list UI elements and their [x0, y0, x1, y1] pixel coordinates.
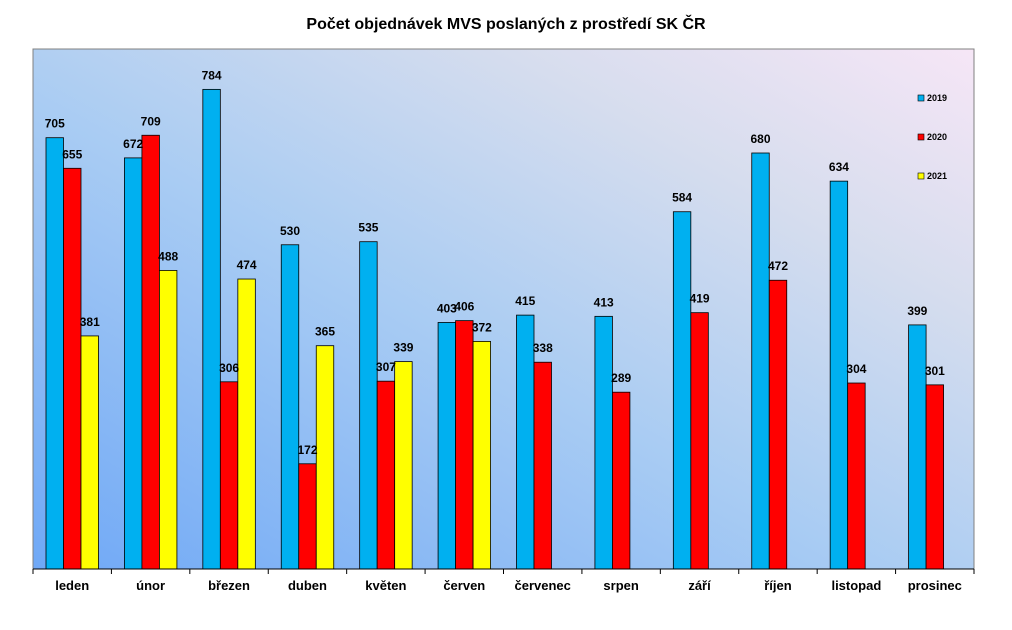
- data-label-2020-duben: 172: [297, 443, 317, 457]
- x-tick-label-září: září: [688, 578, 711, 593]
- plot-area: [32, 48, 975, 570]
- bar-2019-leden: [45, 137, 64, 570]
- data-label-2020-květen: 307: [376, 360, 396, 374]
- bar-2020-březen: [219, 381, 239, 570]
- x-tick-label-říjen: říjen: [764, 578, 792, 593]
- bar-2019-srpen: [594, 315, 613, 570]
- data-label-2021-červen: 372: [472, 320, 492, 334]
- data-label-2019-červen: 403: [437, 301, 457, 315]
- bar-2020-prosinec: [925, 384, 944, 570]
- legend-swatch-2019: [917, 94, 925, 102]
- data-label-2020-září: 419: [690, 292, 710, 306]
- legend-label-2020: 2020: [927, 132, 947, 142]
- bar-2019-květen: [359, 241, 378, 570]
- bar-2021-březen: [237, 278, 256, 570]
- legend-swatch-2021: [917, 172, 925, 180]
- bar-2020-listopad: [847, 382, 866, 570]
- bar-2020-duben: [298, 463, 317, 570]
- data-label-2019-září: 584: [672, 191, 692, 205]
- data-label-2020-březen: 306: [219, 361, 239, 375]
- chart-title: Počet objednávek MVS poslaných z prostře…: [306, 16, 706, 33]
- bar-2019-září: [672, 211, 692, 570]
- bar-2020-únor: [141, 134, 160, 570]
- bar-2019-červenec: [516, 314, 535, 570]
- data-label-2020-červen: 406: [454, 300, 474, 314]
- data-label-2021-březen: 474: [237, 258, 257, 272]
- data-label-2020-srpen: 289: [611, 371, 631, 385]
- bar-2020-květen: [376, 380, 396, 570]
- data-label-2020-prosinec: 301: [925, 364, 945, 378]
- legend-swatch-2020: [917, 133, 925, 141]
- x-tick-label-srpen: srpen: [603, 578, 638, 593]
- bar-2021-duben: [315, 345, 335, 570]
- bar-2019-listopad: [829, 180, 849, 570]
- data-label-2021-květen: 339: [393, 341, 413, 355]
- bar-2021-únor: [159, 270, 178, 570]
- data-label-2021-duben: 365: [315, 325, 335, 339]
- bar-2020-leden: [63, 167, 82, 570]
- x-tick-label-červen: červen: [443, 578, 485, 593]
- data-label-2021-únor: 488: [158, 249, 178, 263]
- x-tick-label-listopad: listopad: [831, 578, 881, 593]
- bar-2019-říjen: [751, 152, 770, 570]
- bar-2021-leden: [80, 335, 99, 570]
- data-label-2019-listopad: 634: [829, 160, 849, 174]
- bar-2020-srpen: [612, 391, 631, 570]
- x-tick-label-duben: duben: [288, 578, 327, 593]
- data-label-2019-duben: 530: [280, 224, 300, 238]
- x-tick-label-únor: únor: [136, 578, 165, 593]
- data-label-2020-únor: 709: [141, 114, 161, 128]
- legend-label-2021: 2021: [927, 171, 947, 181]
- bar-2021-červen: [472, 341, 491, 570]
- x-tick-label-prosinec: prosinec: [908, 578, 962, 593]
- bar-2021-květen: [394, 361, 413, 570]
- bar-2020-červenec: [533, 361, 552, 570]
- legend-label-2019: 2019: [927, 93, 947, 103]
- x-tick-label-červenec: červenec: [515, 578, 571, 593]
- data-label-2019-červenec: 415: [515, 294, 535, 308]
- x-tick-label-květen: květen: [365, 578, 406, 593]
- data-label-2019-květen: 535: [358, 221, 378, 235]
- data-label-2019-srpen: 413: [594, 295, 614, 309]
- data-label-2019-únor: 672: [123, 137, 143, 151]
- data-label-2019-leden: 705: [45, 117, 65, 131]
- bar-2020-říjen: [768, 279, 788, 570]
- data-label-2021-leden: 381: [80, 315, 100, 329]
- bar-2019-prosinec: [908, 324, 927, 570]
- bar-2019-březen: [202, 88, 221, 570]
- bar-2019-únor: [124, 157, 143, 570]
- bar-2019-duben: [280, 244, 300, 570]
- data-label-2020-listopad: 304: [846, 362, 866, 376]
- data-label-2020-červenec: 338: [533, 341, 553, 355]
- data-label-2019-březen: 784: [202, 68, 222, 82]
- bar-2019-červen: [437, 322, 456, 570]
- data-label-2020-leden: 655: [62, 147, 82, 161]
- data-label-2020-říjen: 472: [768, 259, 788, 273]
- data-label-2019-prosinec: 399: [907, 304, 927, 318]
- bar-2020-září: [690, 312, 709, 570]
- x-tick-label-březen: březen: [208, 578, 250, 593]
- x-tick-label-leden: leden: [55, 578, 89, 593]
- data-label-2019-říjen: 680: [750, 132, 770, 146]
- bar-2020-červen: [455, 320, 474, 570]
